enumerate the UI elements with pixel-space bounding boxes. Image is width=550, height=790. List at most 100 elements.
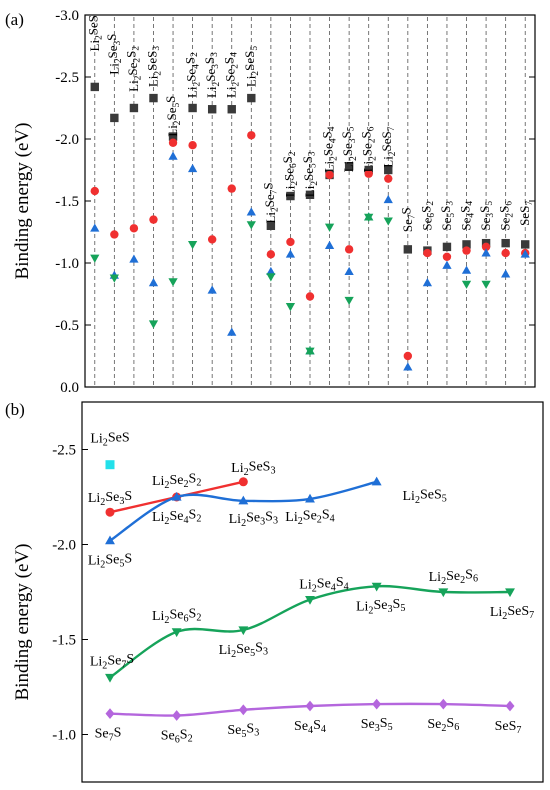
point-label: Li2​Se6​S2​ bbox=[152, 607, 201, 626]
point-label: Se3​S5​ bbox=[361, 716, 393, 734]
data-point bbox=[171, 628, 182, 638]
data-point bbox=[324, 223, 335, 232]
data-point bbox=[187, 241, 198, 250]
data-point bbox=[149, 93, 158, 103]
data-point bbox=[521, 240, 530, 249]
data-point bbox=[344, 266, 354, 276]
data-point bbox=[110, 113, 119, 123]
group-label: Li2​Se2​S6​ bbox=[359, 126, 379, 172]
data-point bbox=[129, 103, 139, 113]
data-point bbox=[266, 250, 276, 259]
data-point bbox=[384, 165, 393, 175]
panel-a-label: (a) bbox=[5, 10, 24, 29]
panel-a: 0.0 -0.5 -1.0 -1.5 -2.0 -2.5 -3.0 Binding energ… bbox=[12, 8, 536, 396]
data-point bbox=[324, 240, 335, 249]
data-point bbox=[403, 362, 413, 371]
point-label: Li2​Se4​S4​ bbox=[299, 575, 348, 594]
point-label: Li2​Se5​S bbox=[88, 551, 132, 570]
panel-b-label: (b) bbox=[5, 400, 25, 419]
data-point bbox=[438, 698, 448, 710]
point-label: Li2​Se2​S6​ bbox=[429, 568, 478, 587]
data-point bbox=[238, 704, 248, 716]
group-label: Li2​Se5​S3​ bbox=[300, 151, 320, 197]
data-point bbox=[442, 242, 452, 252]
data-point bbox=[266, 221, 276, 230]
data-point bbox=[207, 105, 217, 114]
data-point bbox=[481, 242, 491, 252]
group-label: Li2​Se3​S5​ bbox=[339, 126, 359, 172]
data-point bbox=[305, 700, 315, 712]
group-label: SeS7​ bbox=[517, 201, 535, 226]
point-label: Se7​S bbox=[95, 725, 122, 743]
series-line bbox=[109, 480, 377, 542]
data-point bbox=[227, 327, 237, 336]
point-label: Li2​Se2​S2​ bbox=[152, 472, 201, 491]
point-label: Li2​SeS7​ bbox=[490, 604, 534, 622]
data-point bbox=[481, 280, 491, 289]
data-point bbox=[90, 254, 100, 263]
data-point bbox=[372, 698, 382, 710]
data-point bbox=[247, 93, 256, 103]
data-point bbox=[371, 582, 382, 592]
data-point bbox=[105, 708, 115, 719]
data-point bbox=[238, 626, 249, 636]
data-point bbox=[227, 105, 236, 114]
group-label: Li2​Se2​S4​ bbox=[222, 52, 242, 98]
data-point bbox=[246, 207, 256, 216]
data-point bbox=[188, 103, 197, 113]
data-point bbox=[90, 223, 100, 232]
group-label: Se4​S4​ bbox=[457, 201, 476, 231]
data-point-overlap bbox=[364, 212, 374, 221]
data-point bbox=[105, 673, 115, 683]
data-point bbox=[247, 131, 256, 140]
panel-b: -1.0 -1.5 -2.0 -2.5 Binding energy (eV) Li2​S… bbox=[12, 401, 544, 783]
data-point bbox=[227, 184, 236, 193]
data-point bbox=[305, 493, 315, 503]
point-label: Li2​Se4​S2​ bbox=[152, 508, 201, 527]
data-point bbox=[442, 252, 452, 261]
data-point bbox=[344, 162, 354, 171]
y-tick-label: -1.0 bbox=[52, 728, 76, 744]
data-point bbox=[105, 535, 115, 545]
data-point bbox=[90, 186, 99, 196]
data-point bbox=[481, 248, 491, 257]
data-point bbox=[168, 132, 178, 141]
data-point bbox=[285, 249, 296, 258]
data-point bbox=[188, 141, 197, 150]
data-point bbox=[207, 285, 217, 294]
data-point bbox=[505, 700, 515, 712]
point-label: Li2​Se2​S4​ bbox=[285, 508, 334, 527]
y-tick-label: 0.0 bbox=[60, 380, 79, 396]
group-label: Li2​Se2​S2​ bbox=[124, 46, 144, 92]
data-point bbox=[384, 174, 393, 183]
group-label: Li2​Se4​S4​ bbox=[319, 126, 339, 172]
y-axis-label: Binding energy (eV) bbox=[12, 123, 33, 280]
data-point bbox=[501, 248, 510, 258]
y-tick-label: -2.5 bbox=[55, 70, 79, 86]
data-point bbox=[403, 245, 413, 254]
data-point bbox=[110, 230, 119, 239]
y-tick-label: -1.5 bbox=[52, 633, 76, 649]
data-point bbox=[149, 215, 158, 224]
data-point bbox=[187, 163, 198, 173]
group-label: Li2​SeS bbox=[86, 15, 105, 51]
group-label: Li2​SeS5​ bbox=[242, 46, 261, 87]
group-label: Se2​S6​ bbox=[497, 201, 516, 231]
point-label: Li2​SeS bbox=[90, 431, 129, 449]
data-point bbox=[90, 82, 99, 92]
data-point bbox=[501, 269, 511, 278]
group-label: Li2​Se5​S bbox=[163, 96, 183, 137]
data-point bbox=[171, 491, 182, 501]
data-point bbox=[148, 320, 159, 329]
data-point bbox=[364, 169, 373, 178]
point-label: Se2​S6​ bbox=[427, 716, 459, 734]
data-point bbox=[148, 278, 159, 287]
y-tick-label: -1.5 bbox=[55, 194, 79, 210]
data-point bbox=[168, 151, 178, 160]
point-label: Se5​S3​ bbox=[227, 722, 259, 740]
group-label: Li2​Se3​S bbox=[104, 34, 124, 75]
data-point bbox=[305, 596, 315, 605]
point-label: Li2​SeS5​ bbox=[402, 488, 446, 506]
data-point bbox=[520, 249, 530, 258]
